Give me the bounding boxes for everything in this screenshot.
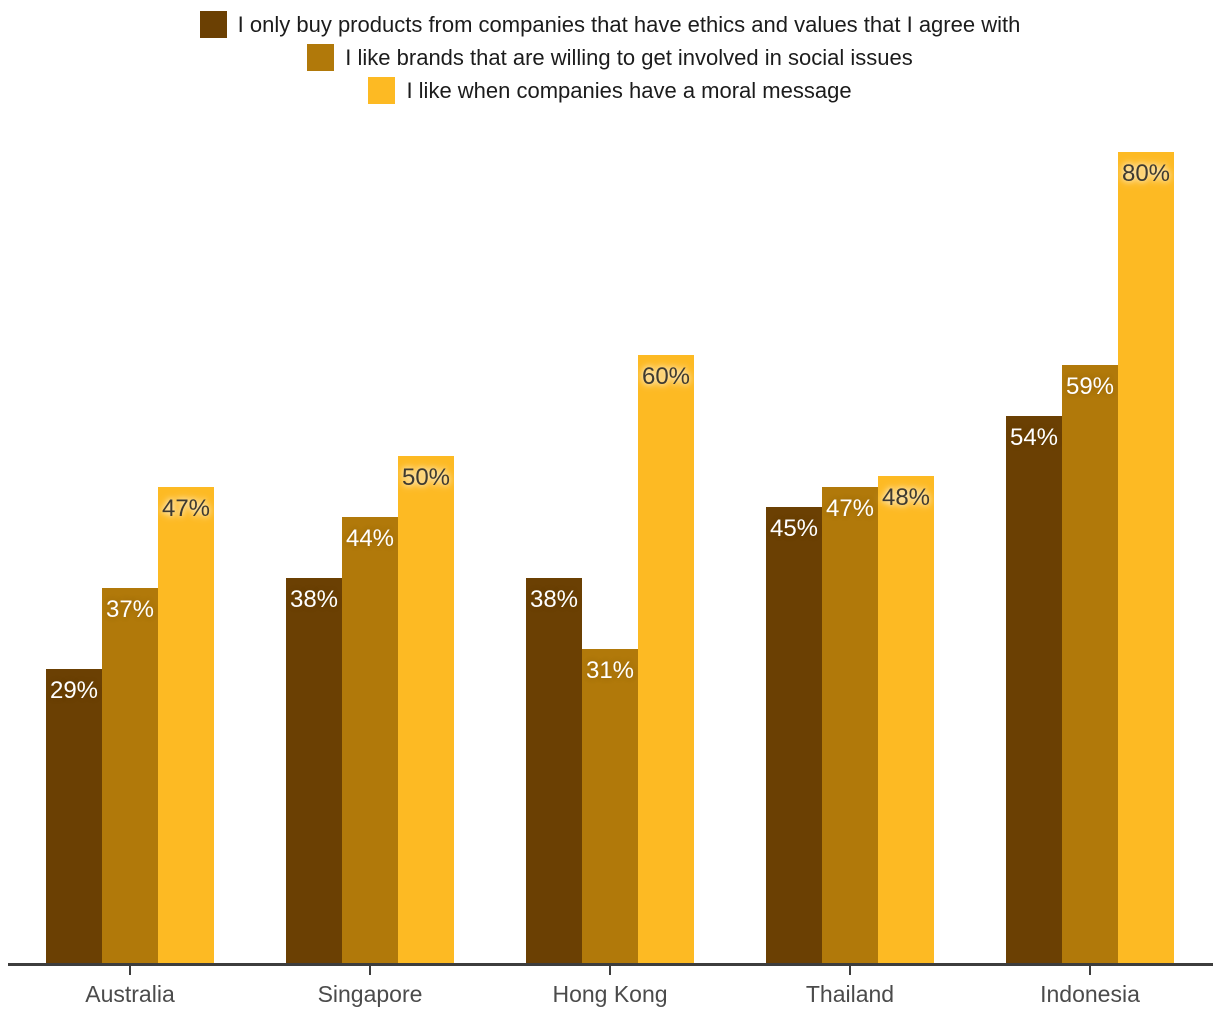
bar-indonesia-series-2: 59% xyxy=(1062,365,1118,963)
bar-australia-series-3: 47% xyxy=(158,487,214,963)
legend-label: I like brands that are willing to get in… xyxy=(345,45,913,70)
x-axis-label-hong-kong: Hong Kong xyxy=(552,981,668,1007)
legend-swatch-icon xyxy=(199,11,227,38)
bar-value-label: 54% xyxy=(1009,424,1059,451)
bar-value-label: 37% xyxy=(105,596,155,623)
bar-thailand-series-2: 47% xyxy=(822,487,878,963)
bar-value-label: 47% xyxy=(161,495,211,522)
bar-hong-kong-series-3: 60% xyxy=(638,355,694,963)
legend-label: I like when companies have a moral messa… xyxy=(406,78,852,103)
x-axis-tick xyxy=(129,966,131,975)
bar-singapore-series-3: 50% xyxy=(398,456,454,963)
bar-value-label: 45% xyxy=(769,515,819,542)
x-axis-line xyxy=(8,963,1213,966)
bar-value-label: 29% xyxy=(49,677,99,704)
bar-value-label: 44% xyxy=(345,525,395,552)
x-axis-label-thailand: Thailand xyxy=(805,981,895,1007)
bar-value-label: 48% xyxy=(881,484,931,511)
x-axis-tick xyxy=(609,966,611,975)
bar-indonesia-series-1: 54% xyxy=(1006,416,1062,963)
legend-swatch-icon xyxy=(307,44,335,71)
x-axis-tick xyxy=(369,966,371,975)
bar-value-label: 59% xyxy=(1065,373,1115,400)
legend-item: I only buy products from companies that … xyxy=(199,11,1021,38)
bar-australia-series-2: 37% xyxy=(102,588,158,963)
bar-value-label: 38% xyxy=(529,586,579,613)
legend-item: I like when companies have a moral messa… xyxy=(368,77,852,104)
legend: I only buy products from companies that … xyxy=(0,8,1220,107)
bar-value-label: 38% xyxy=(289,586,339,613)
x-axis-tick xyxy=(1089,966,1091,975)
legend-label: I only buy products from companies that … xyxy=(237,12,1021,37)
bar-hong-kong-series-2: 31% xyxy=(582,649,638,963)
bar-thailand-series-3: 48% xyxy=(878,476,934,963)
bar-hong-kong-series-1: 38% xyxy=(526,578,582,963)
x-axis-label-indonesia: Indonesia xyxy=(1040,981,1140,1007)
bar-value-label: 31% xyxy=(585,657,635,684)
legend-item: I like brands that are willing to get in… xyxy=(307,44,913,71)
bar-value-label: 50% xyxy=(401,464,451,491)
bar-singapore-series-2: 44% xyxy=(342,517,398,963)
x-axis-label-australia: Australia xyxy=(85,981,175,1007)
bar-thailand-series-1: 45% xyxy=(766,507,822,963)
legend-swatch-icon xyxy=(368,77,396,104)
x-axis-label-singapore: Singapore xyxy=(317,981,423,1007)
x-axis-tick xyxy=(849,966,851,975)
bar-indonesia-series-3: 80% xyxy=(1118,152,1174,963)
bar-singapore-series-1: 38% xyxy=(286,578,342,963)
bar-value-label: 80% xyxy=(1121,160,1171,187)
bar-australia-series-1: 29% xyxy=(46,669,102,963)
bar-value-label: 60% xyxy=(641,363,691,390)
bar-value-label: 47% xyxy=(825,495,875,522)
